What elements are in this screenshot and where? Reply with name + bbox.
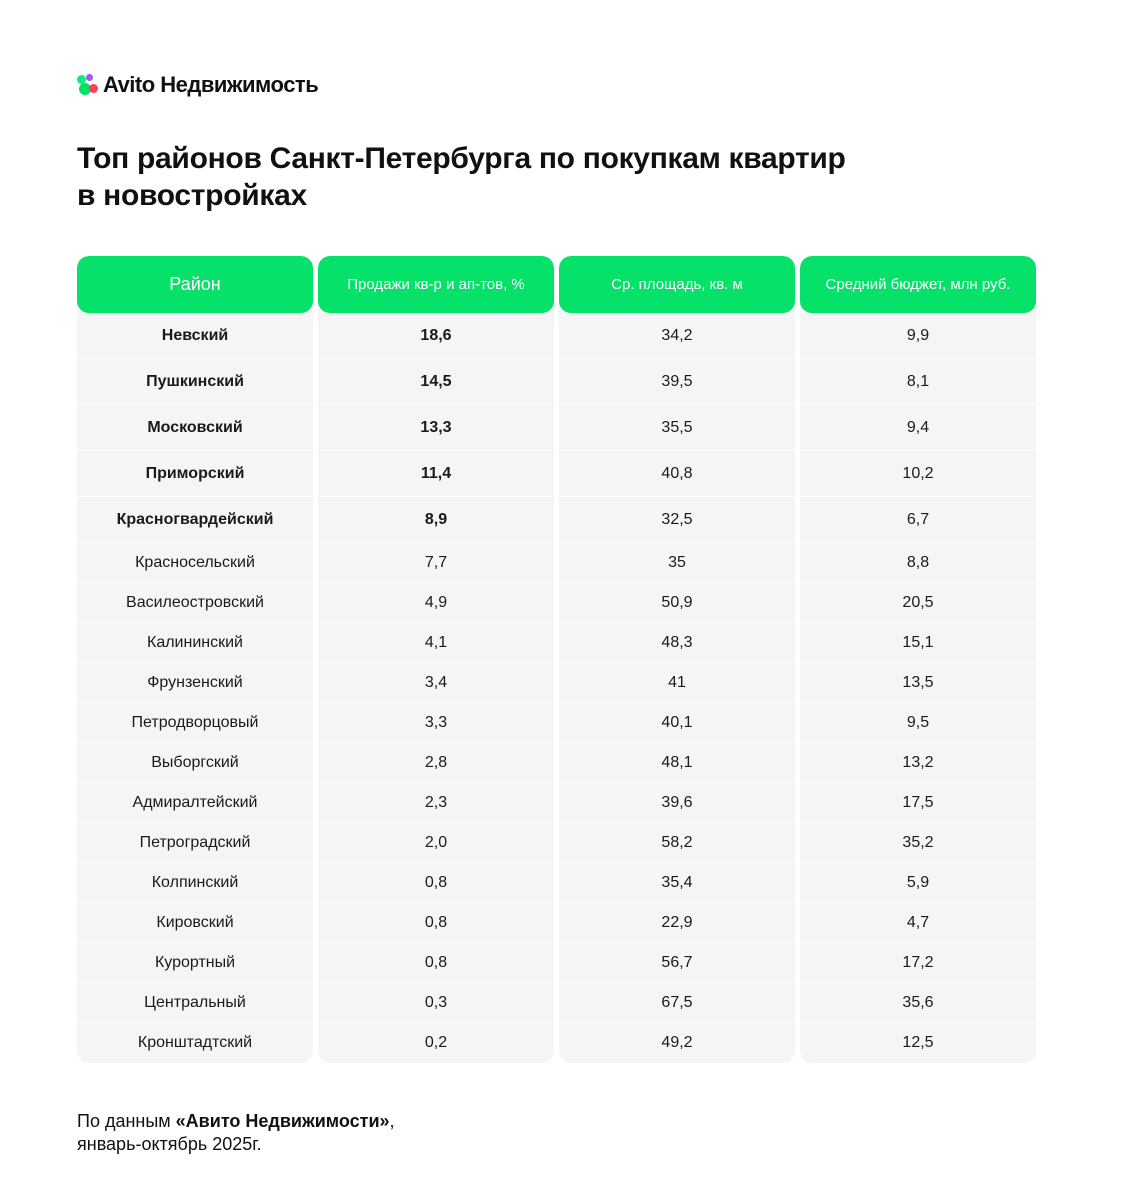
table-cell: Московский xyxy=(77,405,313,451)
table-cell: 17,2 xyxy=(800,943,1036,983)
table-cell: Выборгский xyxy=(77,743,313,783)
table-cell: 0,8 xyxy=(318,903,554,943)
table-cell: 13,3 xyxy=(318,405,554,451)
table-cell: 35,4 xyxy=(559,863,795,903)
table-cell: Красногвардейский xyxy=(77,497,313,543)
source-note: По данным «Авито Недвижимости», январь-о… xyxy=(77,1110,395,1156)
table-cell: 4,9 xyxy=(318,583,554,623)
table-cell: 0,3 xyxy=(318,983,554,1023)
table-cell: 35 xyxy=(559,543,795,583)
table-cell: 11,4 xyxy=(318,451,554,497)
table-cell: 3,3 xyxy=(318,703,554,743)
column-avg-area: Ср. площадь, кв. м 34,2 39,5 35,5 40,8 32,5 35… xyxy=(559,256,795,1063)
table-cell: 7,7 xyxy=(318,543,554,583)
table-cell: 40,1 xyxy=(559,703,795,743)
table-cell: Красносельский xyxy=(77,543,313,583)
table-cell: 9,9 xyxy=(800,313,1036,359)
table-cell: 14,5 xyxy=(318,359,554,405)
table-cell: Кировский xyxy=(77,903,313,943)
table-cell: Адмиралтейский xyxy=(77,783,313,823)
table-cell: 4,7 xyxy=(800,903,1036,943)
table-cell: 9,5 xyxy=(800,703,1036,743)
table-cell: 17,5 xyxy=(800,783,1036,823)
table-cell: 0,8 xyxy=(318,943,554,983)
table-cell: Центральный xyxy=(77,983,313,1023)
table-cell: 67,5 xyxy=(559,983,795,1023)
column-header: Средний бюджет, млн руб. xyxy=(800,256,1036,313)
title-line-2: в новостройках xyxy=(77,179,307,212)
table-cell: Кронштадтский xyxy=(137,1034,253,1051)
table-cell: Петродворцовый xyxy=(77,703,313,743)
table-cell: 35,5 xyxy=(559,405,795,451)
table-cell: 3,4 xyxy=(318,663,554,703)
table-cell: 39,5 xyxy=(559,359,795,405)
table-cell: 5,9 xyxy=(800,863,1036,903)
districts-table: Район Невский Пушкинский Московский Приморск… xyxy=(77,256,1036,1063)
table-cell: Приморский xyxy=(77,451,313,497)
column-header: Ср. площадь, кв. м xyxy=(559,256,795,313)
column-district: Район Невский Пушкинский Московский Приморск… xyxy=(77,256,313,1063)
table-cell: Калининский xyxy=(77,623,313,663)
table-cell: 13,2 xyxy=(800,743,1036,783)
table-cell: 12,5 xyxy=(902,1034,934,1051)
table-cell: Курортный xyxy=(77,943,313,983)
table-cell: Колпинский xyxy=(77,863,313,903)
table-cell: 2,3 xyxy=(318,783,554,823)
table-cell: 6,7 xyxy=(800,497,1036,543)
table-cell: Василеостровский xyxy=(77,583,313,623)
table-cell: 50,9 xyxy=(559,583,795,623)
table-cell: 39,6 xyxy=(559,783,795,823)
table-cell: 2,0 xyxy=(318,823,554,863)
page-title: Топ районов Санкт-Петербурга по покупкам… xyxy=(77,140,846,214)
table-cell: 0,2 xyxy=(424,1034,448,1051)
brand-logo: Avito Недвижимость xyxy=(77,72,319,98)
column-sales-share: Продажи кв-р и ап-тов, % 18,6 14,5 13,3 11,4… xyxy=(318,256,554,1063)
table-cell: Петроградский xyxy=(77,823,313,863)
table-cell: 49,2 xyxy=(661,1034,693,1051)
table-cell: 35,6 xyxy=(800,983,1036,1023)
table-cell: 8,9 xyxy=(318,497,554,543)
table-cell: 58,2 xyxy=(559,823,795,863)
table-cell: 40,8 xyxy=(559,451,795,497)
table-cell: 48,1 xyxy=(559,743,795,783)
source-period: январь-октябрь 2025г. xyxy=(77,1134,262,1154)
table-cell: 48,3 xyxy=(559,623,795,663)
table-cell: 35,2 xyxy=(800,823,1036,863)
table-cell: 4,1 xyxy=(318,623,554,663)
brand-name: Avito Недвижимость xyxy=(103,72,319,97)
table-cell: 56,7 xyxy=(559,943,795,983)
table-cell: Невский xyxy=(77,313,313,359)
table-cell: 8,8 xyxy=(800,543,1036,583)
table-cell: Фрунзенский xyxy=(77,663,313,703)
source-prefix: По данным xyxy=(77,1111,176,1131)
column-header: Район xyxy=(77,256,313,313)
table-cell: 2,8 xyxy=(318,743,554,783)
source-suffix: , xyxy=(389,1111,395,1131)
avito-dots-icon xyxy=(77,74,99,96)
table-cell: 20,5 xyxy=(800,583,1036,623)
table-cell: 15,1 xyxy=(800,623,1036,663)
table-cell: 32,5 xyxy=(559,497,795,543)
table-cell: 34,2 xyxy=(559,313,795,359)
table-cell: 8,1 xyxy=(800,359,1036,405)
table-cell: 18,6 xyxy=(318,313,554,359)
table-cell: 13,5 xyxy=(800,663,1036,703)
table-cell: 9,4 xyxy=(800,405,1036,451)
column-avg-budget: Средний бюджет, млн руб. 9,9 8,1 9,4 10,2 6,7… xyxy=(800,256,1036,1063)
table-cell: Пушкинский xyxy=(77,359,313,405)
title-line-1: Топ районов Санкт-Петербурга по покупкам… xyxy=(77,142,846,175)
table-cell: 41 xyxy=(559,663,795,703)
table-cell: 0,8 xyxy=(318,863,554,903)
column-header: Продажи кв-р и ап-тов, % xyxy=(318,256,554,313)
table-cell: 22,9 xyxy=(559,903,795,943)
table-cell: 10,2 xyxy=(800,451,1036,497)
source-name: «Авито Недвижимости» xyxy=(175,1111,390,1131)
